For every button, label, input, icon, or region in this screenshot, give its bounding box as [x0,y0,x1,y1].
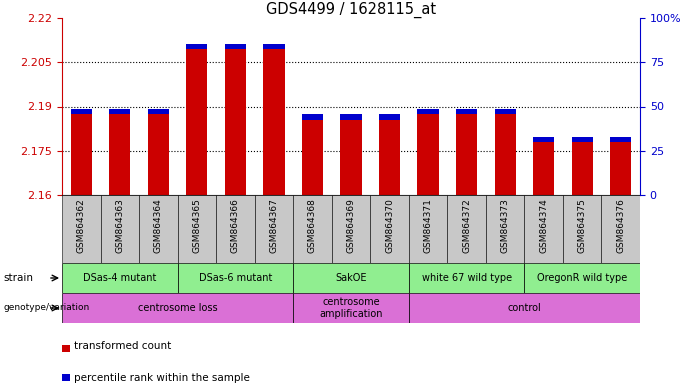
Text: OregonR wild type: OregonR wild type [537,273,628,283]
Bar [177,263,293,293]
Text: GSM864374: GSM864374 [539,199,548,253]
Bar [302,120,323,195]
Bar [371,195,409,263]
Bar [293,195,332,263]
Text: strain: strain [3,273,33,283]
Bar [148,114,169,195]
Text: centrosome
amplification: centrosome amplification [319,297,383,319]
Bar [533,137,554,142]
Bar [494,114,515,195]
Text: GSM864363: GSM864363 [116,199,124,253]
Bar [418,114,439,195]
Text: GSM864365: GSM864365 [192,199,201,253]
Bar [524,195,563,263]
Text: GSM864364: GSM864364 [154,199,163,253]
Bar [109,114,131,195]
Bar [379,114,400,120]
Bar [293,263,409,293]
Bar [409,263,524,293]
Bar [610,137,631,142]
Bar [602,195,640,263]
Text: genotype/variation: genotype/variation [3,303,90,313]
Text: GSM864370: GSM864370 [385,199,394,253]
Bar [302,114,323,120]
Text: GSM864376: GSM864376 [616,199,625,253]
Bar [456,114,477,195]
Bar [255,195,293,263]
Text: GSM864375: GSM864375 [578,199,587,253]
Bar [379,120,400,195]
Bar [533,142,554,195]
Text: transformed count: transformed count [74,341,171,351]
Title: GDS4499 / 1628115_at: GDS4499 / 1628115_at [266,2,436,18]
Bar [71,114,92,195]
Bar [186,49,207,195]
Text: DSas-6 mutant: DSas-6 mutant [199,273,272,283]
Bar [109,109,131,114]
Text: white 67 wild type: white 67 wild type [422,273,511,283]
Bar [225,49,246,195]
Bar [263,44,284,49]
Bar [418,109,439,114]
Bar [456,109,477,114]
Bar [62,344,70,351]
Text: SakOE: SakOE [335,273,367,283]
Text: GSM864369: GSM864369 [347,199,356,253]
Bar [409,195,447,263]
Bar [62,195,101,263]
Text: GSM864373: GSM864373 [500,199,509,253]
Bar [610,142,631,195]
Text: GSM864372: GSM864372 [462,199,471,253]
Bar [216,195,255,263]
Bar [332,195,371,263]
Bar [139,195,177,263]
Text: centrosome loss: centrosome loss [138,303,218,313]
Bar [62,374,70,381]
Text: control: control [507,303,541,313]
Bar [293,293,409,323]
Bar [62,263,177,293]
Bar [186,44,207,49]
Text: GSM864366: GSM864366 [231,199,240,253]
Bar [409,293,640,323]
Bar [148,109,169,114]
Bar [524,263,640,293]
Bar [71,109,92,114]
Bar [486,195,524,263]
Text: DSas-4 mutant: DSas-4 mutant [83,273,156,283]
Bar [494,109,515,114]
Bar [572,137,593,142]
Text: GSM864362: GSM864362 [77,199,86,253]
Bar [341,120,362,195]
Text: GSM864371: GSM864371 [424,199,432,253]
Bar [447,195,486,263]
Bar [263,49,284,195]
Text: GSM864367: GSM864367 [269,199,278,253]
Text: percentile rank within the sample: percentile rank within the sample [74,372,250,382]
Bar [341,114,362,120]
Bar [572,142,593,195]
Bar [101,195,139,263]
Bar [225,44,246,49]
Bar [563,195,602,263]
Text: GSM864368: GSM864368 [308,199,317,253]
Bar [62,293,293,323]
Bar [177,195,216,263]
